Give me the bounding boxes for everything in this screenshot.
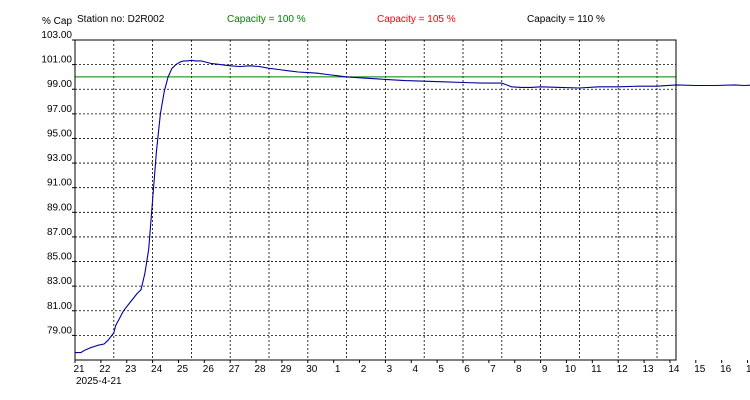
date-label: 2025-4-21 — [76, 376, 122, 387]
y-tick-label: 99.00 — [47, 79, 72, 90]
x-tick-label: 30 — [306, 364, 318, 375]
x-tick-label: 17 — [746, 364, 750, 375]
x-tick-label: 5 — [438, 364, 444, 375]
y-tick-label: 89.00 — [47, 202, 72, 213]
y-tick-label: 95.00 — [47, 128, 72, 139]
x-tick-label: 4 — [412, 364, 418, 375]
x-tick-label: 25 — [177, 364, 189, 375]
y-axis-label: % Cap — [42, 16, 72, 27]
legend-capacity-105: Capacity = 105 % — [377, 14, 456, 25]
y-tick-label: 101.00 — [41, 55, 72, 66]
y-tick-label: 93.00 — [47, 153, 72, 164]
x-tick-label: 10 — [565, 364, 577, 375]
x-tick-label: 26 — [203, 364, 215, 375]
x-tick-label: 14 — [668, 364, 680, 375]
series — [75, 59, 750, 354]
x-tick-label: 3 — [387, 364, 393, 375]
x-tick-label: 13 — [643, 364, 655, 375]
y-tick-label: 83.00 — [47, 276, 72, 287]
x-tick-label: 24 — [151, 364, 163, 375]
x-tick-label: 7 — [490, 364, 496, 375]
y-tick-label: 91.00 — [47, 178, 72, 189]
x-tick-label: 27 — [229, 364, 241, 375]
x-tick-label: 23 — [125, 364, 137, 375]
x-tick-label: 12 — [617, 364, 629, 375]
x-tick-label: 6 — [464, 364, 470, 375]
y-tick-label: 87.00 — [47, 227, 72, 238]
series-line-1 — [75, 59, 750, 354]
y-tick-label: 103.00 — [41, 30, 72, 41]
y-tick-labels: 79.00 81.00 83.00 85.00 87.00 89.00 91.00 93.00… — [41, 30, 72, 336]
station-label: Station no: D2R002 — [77, 14, 165, 25]
y-tick-label: 85.00 — [47, 252, 72, 263]
x-tick-label: 29 — [280, 364, 292, 375]
x-tick-label: 28 — [255, 364, 267, 375]
x-tick-labels: 21 22 23 24 25 26 27 28 29 30 1 2 3 4 5 6 7 8 9 10 11 12 13 14 1… — [73, 360, 750, 375]
x-tick-label: 9 — [542, 364, 548, 375]
legend-capacity-110: Capacity = 110 % — [527, 14, 605, 25]
y-tick-label: 81.00 — [47, 301, 72, 312]
x-tick-label: 2 — [361, 364, 367, 375]
plot-frame — [74, 39, 677, 361]
y-tick-label: 79.00 — [47, 325, 72, 336]
x-tick-label: 16 — [720, 364, 732, 375]
legend-capacity-100: Capacity = 100 % — [227, 14, 306, 25]
x-tick-label: 15 — [694, 364, 706, 375]
y-tick-label: 97.00 — [47, 104, 72, 115]
x-tick-label: 11 — [591, 364, 602, 375]
x-tick-label: 8 — [516, 364, 522, 375]
x-tick-label: 1 — [335, 364, 341, 375]
x-tick-label: 21 — [73, 364, 85, 375]
x-tick-label: 22 — [99, 364, 111, 375]
